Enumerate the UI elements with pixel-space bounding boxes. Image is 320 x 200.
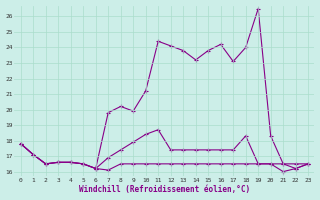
X-axis label: Windchill (Refroidissement éolien,°C): Windchill (Refroidissement éolien,°C)	[79, 185, 250, 194]
